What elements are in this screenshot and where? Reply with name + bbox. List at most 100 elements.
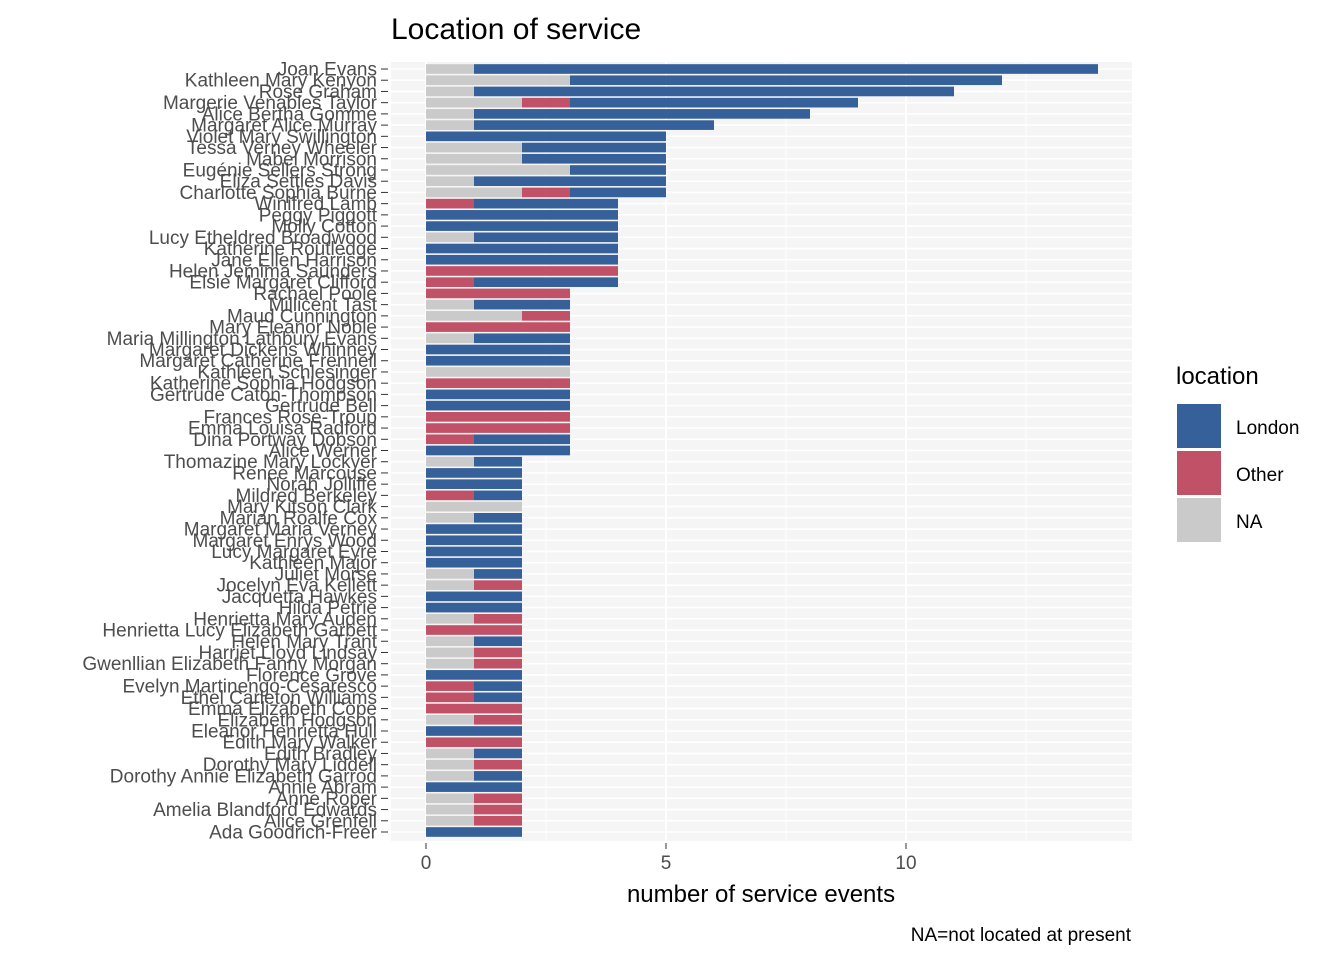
bar-london xyxy=(474,512,522,523)
y-tick-label: Helen Jemima Saunders xyxy=(169,261,377,282)
bar-na xyxy=(426,456,474,467)
chart-title: Location of service xyxy=(391,13,641,46)
y-tick-label: Dorothy Mary Liddell xyxy=(203,755,377,776)
bar-na xyxy=(426,64,474,74)
legend-key-other xyxy=(1177,451,1221,495)
y-tick-label: Edith Mary Walker xyxy=(223,733,378,754)
bar-london xyxy=(426,210,618,220)
bar-london xyxy=(474,636,522,647)
bar-na xyxy=(426,512,474,523)
bar-other xyxy=(426,412,570,422)
bar-other xyxy=(474,613,522,624)
bar-london xyxy=(474,333,570,344)
bar-london xyxy=(426,355,570,366)
bar-london xyxy=(474,490,522,501)
bar-london xyxy=(474,232,618,243)
bar-other xyxy=(426,266,618,276)
y-tick-label: Henrietta Lucy Elizabeth Garbett xyxy=(102,621,377,642)
bar-na xyxy=(426,658,474,669)
bar-london xyxy=(426,344,570,355)
bar-na xyxy=(426,748,474,759)
bar-na xyxy=(426,176,474,187)
bar-other xyxy=(426,737,522,748)
bar-na xyxy=(426,771,474,781)
y-tick-label: Margaret Enrys Wood xyxy=(193,531,377,552)
y-tick-label: Margaret Maria Verney xyxy=(184,520,378,541)
bar-na xyxy=(426,714,474,725)
y-tick-label: Thomazine Mary Lockyer xyxy=(164,452,378,473)
y-tick-label: Emma Louisa Radford xyxy=(188,419,377,440)
bar-na xyxy=(426,333,474,344)
bar-london xyxy=(474,109,810,119)
y-tick-label: Henrietta Mary Auden xyxy=(193,609,377,630)
bar-na xyxy=(426,569,474,579)
bar-na xyxy=(426,86,474,97)
y-tick-label: Norah Jolliffe xyxy=(266,475,377,496)
bar-na xyxy=(426,647,474,658)
y-tick-label: Margaret Dickens Whinney xyxy=(149,340,378,361)
bar-other xyxy=(474,793,522,804)
bar-london xyxy=(426,221,618,231)
bar-na xyxy=(426,299,474,310)
y-tick-label: Mary Eleanor Noble xyxy=(209,318,377,339)
y-tick-label: Eugénie Sellers Strong xyxy=(183,160,377,181)
y-tick-label: Alice Grenfell xyxy=(264,811,377,832)
y-tick-label: Kathleen Mary Kenyon xyxy=(185,71,377,92)
bar-other xyxy=(522,311,570,321)
bar-na xyxy=(426,501,522,512)
legend-key-london xyxy=(1177,404,1221,448)
y-tick-label: Florence Grove xyxy=(246,665,377,686)
bar-na xyxy=(426,613,474,624)
bar-other xyxy=(426,277,474,288)
y-tick-label: Alice Werner xyxy=(269,441,378,462)
bar-london xyxy=(474,64,1098,74)
y-tick-label: Eleanor Henrietta Hull xyxy=(191,722,377,743)
bar-london xyxy=(570,165,666,175)
bar-london xyxy=(426,670,522,680)
bar-other xyxy=(426,378,570,389)
bar-other xyxy=(522,97,570,108)
y-tick-label: Frances Rose-Troup xyxy=(203,407,377,428)
bar-other xyxy=(426,490,474,501)
bar-london xyxy=(474,120,714,130)
y-tick-label: Elsie Margaret Clifford xyxy=(189,273,377,294)
y-tick-label: Tessa Verney Wheeler xyxy=(187,138,378,159)
y-tick-label: Ethel Carleton Williams xyxy=(181,688,377,709)
y-tick-label: Anne Roper xyxy=(276,789,378,810)
y-tick-label: Katherine Sophia Hodgson xyxy=(150,374,377,395)
y-tick-label: Eliza Settles Davis xyxy=(220,172,377,193)
bar-other xyxy=(426,625,522,635)
y-tick-label: Gwenllian Elizabeth Fanny Morgan xyxy=(82,654,377,675)
y-tick-label: Harriet Lloyd Lindsay xyxy=(199,643,378,664)
legend-title: location xyxy=(1176,363,1259,390)
y-tick-label: Amelia Blandford Edwards xyxy=(153,800,377,821)
bar-london xyxy=(426,557,522,568)
bar-na xyxy=(426,232,474,243)
bar-na xyxy=(426,109,474,119)
bar-london xyxy=(570,75,1002,86)
bar-other xyxy=(474,658,522,669)
x-tick-label: 10 xyxy=(895,853,916,874)
y-tick-label: Maud Cunnington xyxy=(227,306,377,327)
bar-london xyxy=(426,389,570,400)
y-tick-label: Renee Marcouse xyxy=(232,463,377,484)
y-tick-label: Dina Portway Dobson xyxy=(193,430,377,451)
legend-label-na: NA xyxy=(1236,512,1263,533)
bar-london xyxy=(474,681,522,691)
x-axis-label: number of service events xyxy=(627,881,895,908)
y-tick-label: Jane Ellen Harrison xyxy=(211,250,377,271)
legend: location London Other NA xyxy=(1176,363,1299,542)
y-tick-label: Gertrude Bell xyxy=(265,396,377,417)
bar-london xyxy=(426,479,522,489)
bar-na xyxy=(426,793,474,804)
bar-london xyxy=(426,468,522,478)
y-tick-label: Mary Kitson Clark xyxy=(227,497,377,518)
x-axis: 0 5 10 xyxy=(421,843,917,874)
bar-london xyxy=(474,277,618,288)
bar-other xyxy=(474,759,522,770)
bar-london xyxy=(426,400,570,411)
bar-na xyxy=(426,97,522,108)
bar-other xyxy=(474,714,522,725)
y-tick-label: Millicent Tast xyxy=(269,295,378,316)
